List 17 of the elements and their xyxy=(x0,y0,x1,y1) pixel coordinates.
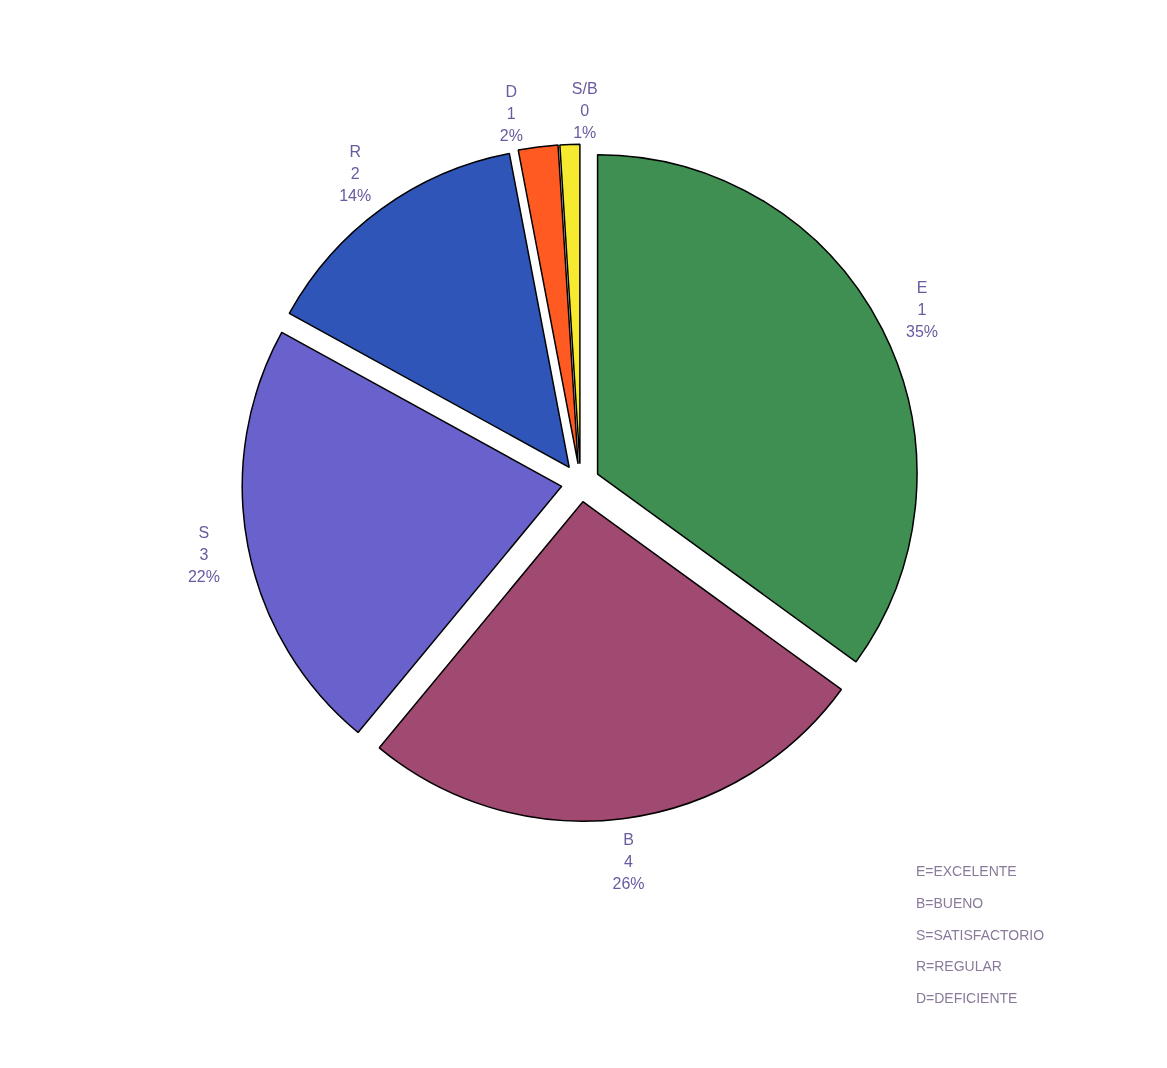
data-label: 2 14% xyxy=(339,165,372,205)
text: E=EXCELENTE xyxy=(915,862,1017,879)
text: D=DEFICIENTE xyxy=(915,990,1018,1007)
data-label: 1 2% xyxy=(499,104,523,145)
text: R=REGULAR xyxy=(915,958,1002,975)
text: S=SATISFACTORIO xyxy=(915,926,1045,943)
slice-label: D xyxy=(505,82,518,100)
data-label: 0 1% xyxy=(573,102,597,142)
slice-label: S xyxy=(198,523,210,541)
slice-label: R xyxy=(349,143,361,161)
slice-label: S/B xyxy=(571,80,598,98)
slice-label: B xyxy=(623,830,634,848)
slice-label: E xyxy=(916,278,928,296)
data-label: 1 35% xyxy=(906,300,939,341)
data-label: 4 26% xyxy=(612,853,645,893)
data-label: 3 22% xyxy=(187,545,220,585)
text: B=BUENO xyxy=(915,894,984,911)
